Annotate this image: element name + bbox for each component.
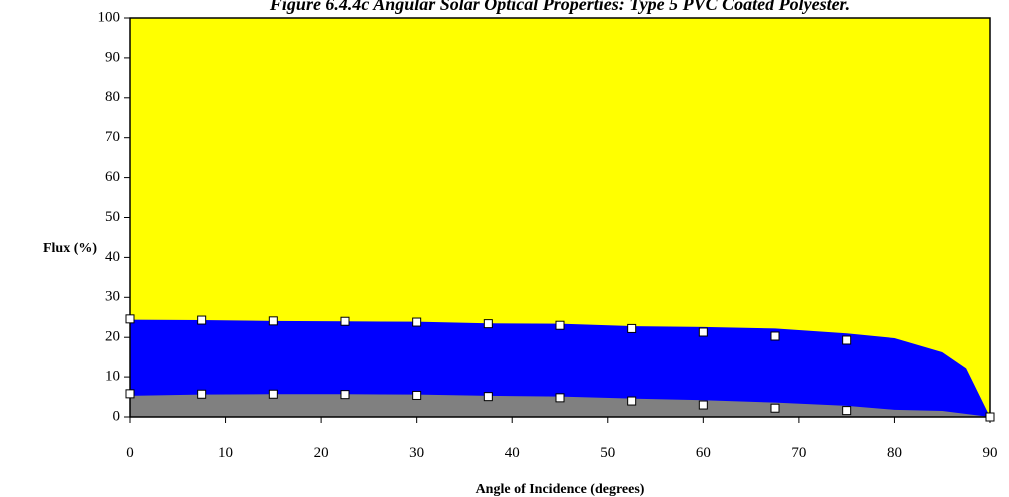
y-tick-label: 50	[105, 209, 120, 225]
x-tick-label: 10	[218, 445, 233, 461]
y-tick-label: 70	[105, 129, 120, 145]
data-point-marker	[698, 327, 708, 337]
data-point-marker	[555, 320, 565, 330]
chart-title: Figure 6.4.4c Angular Solar Optical Prop…	[269, 0, 850, 14]
data-point-marker	[340, 390, 350, 400]
data-point-marker	[197, 315, 207, 325]
y-tick-label: 40	[105, 249, 120, 265]
data-point-marker	[125, 389, 135, 399]
data-point-marker	[340, 316, 350, 326]
y-tick-label: 90	[105, 49, 120, 65]
data-point-marker	[627, 396, 637, 406]
x-tick-label: 70	[791, 445, 806, 461]
x-tick-label: 30	[409, 445, 424, 461]
y-tick-label: 30	[105, 289, 120, 305]
data-point-marker	[483, 319, 493, 329]
y-tick-label: 10	[105, 369, 120, 385]
x-tick-label: 0	[126, 445, 134, 461]
data-point-marker	[412, 390, 422, 400]
data-point-marker	[842, 335, 852, 345]
data-point-marker	[268, 316, 278, 326]
data-point-marker	[483, 392, 493, 402]
data-point-marker	[770, 331, 780, 341]
y-tick-label: 0	[113, 408, 121, 424]
x-tick-label: 40	[505, 445, 520, 461]
x-tick-label: 50	[600, 445, 615, 461]
x-tick-label: 80	[887, 445, 902, 461]
x-tick-label: 90	[983, 445, 998, 461]
data-point-marker	[555, 393, 565, 403]
data-point-marker	[197, 389, 207, 399]
data-point-marker	[125, 314, 135, 324]
y-tick-label: 80	[105, 89, 120, 105]
y-tick-label: 100	[98, 9, 121, 25]
x-tick-label: 20	[314, 445, 329, 461]
data-point-marker	[842, 406, 852, 416]
data-point-marker	[412, 317, 422, 327]
y-tick-label: 60	[105, 169, 120, 185]
data-point-marker	[698, 400, 708, 410]
data-point-marker	[627, 323, 637, 333]
data-point-marker	[985, 412, 995, 422]
data-point-marker	[770, 403, 780, 413]
y-axis-title: Flux (%)	[43, 241, 97, 256]
x-tick-label: 60	[696, 445, 711, 461]
y-tick-label: 20	[105, 329, 120, 345]
x-axis-title: Angle of Incidence (degrees)	[476, 482, 645, 497]
data-point-marker	[268, 389, 278, 399]
